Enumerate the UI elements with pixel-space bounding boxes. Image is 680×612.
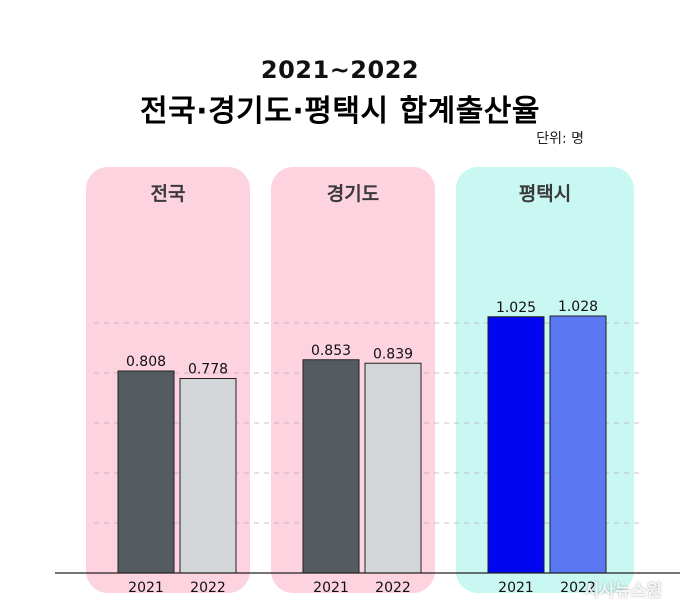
- bar-1-2021: [117, 370, 175, 574]
- tick-label-2-2022: 2022: [375, 580, 411, 596]
- panel-3: [456, 167, 634, 593]
- tick-label-1-2022: 2022: [190, 580, 226, 596]
- tick-label-2-2021: 2021: [313, 580, 349, 596]
- data-label-1-2022: 0.778: [188, 362, 228, 378]
- data-label-1-2021: 0.808: [126, 354, 166, 370]
- bar-3-2021: [487, 316, 545, 574]
- group-label-2: 경기도: [327, 183, 379, 205]
- chart-title: 전국·경기도·평택시 합계출산율: [139, 94, 541, 129]
- unit-label: 단위: 명: [536, 131, 584, 147]
- tick-label-3-2021: 2021: [498, 580, 534, 596]
- bar-2-2021: [302, 359, 360, 574]
- bar-3-2022: [549, 315, 607, 574]
- data-label-3-2021: 1.025: [496, 300, 536, 316]
- tick-label-1-2021: 2021: [128, 580, 164, 596]
- tick-label-3-2022: 2022: [560, 580, 596, 596]
- data-label-2-2021: 0.853: [311, 343, 351, 359]
- group-label-1: 전국: [151, 183, 186, 205]
- bar-2-2022: [364, 362, 422, 574]
- chart-subtitle: 2021~2022: [260, 56, 420, 84]
- data-label-3-2022: 1.028: [558, 299, 598, 315]
- watermark: 시사뉴스원: [583, 581, 662, 601]
- data-label-2-2022: 0.839: [373, 346, 413, 362]
- bar-1-2022: [179, 378, 237, 574]
- group-label-3: 평택시: [519, 183, 571, 205]
